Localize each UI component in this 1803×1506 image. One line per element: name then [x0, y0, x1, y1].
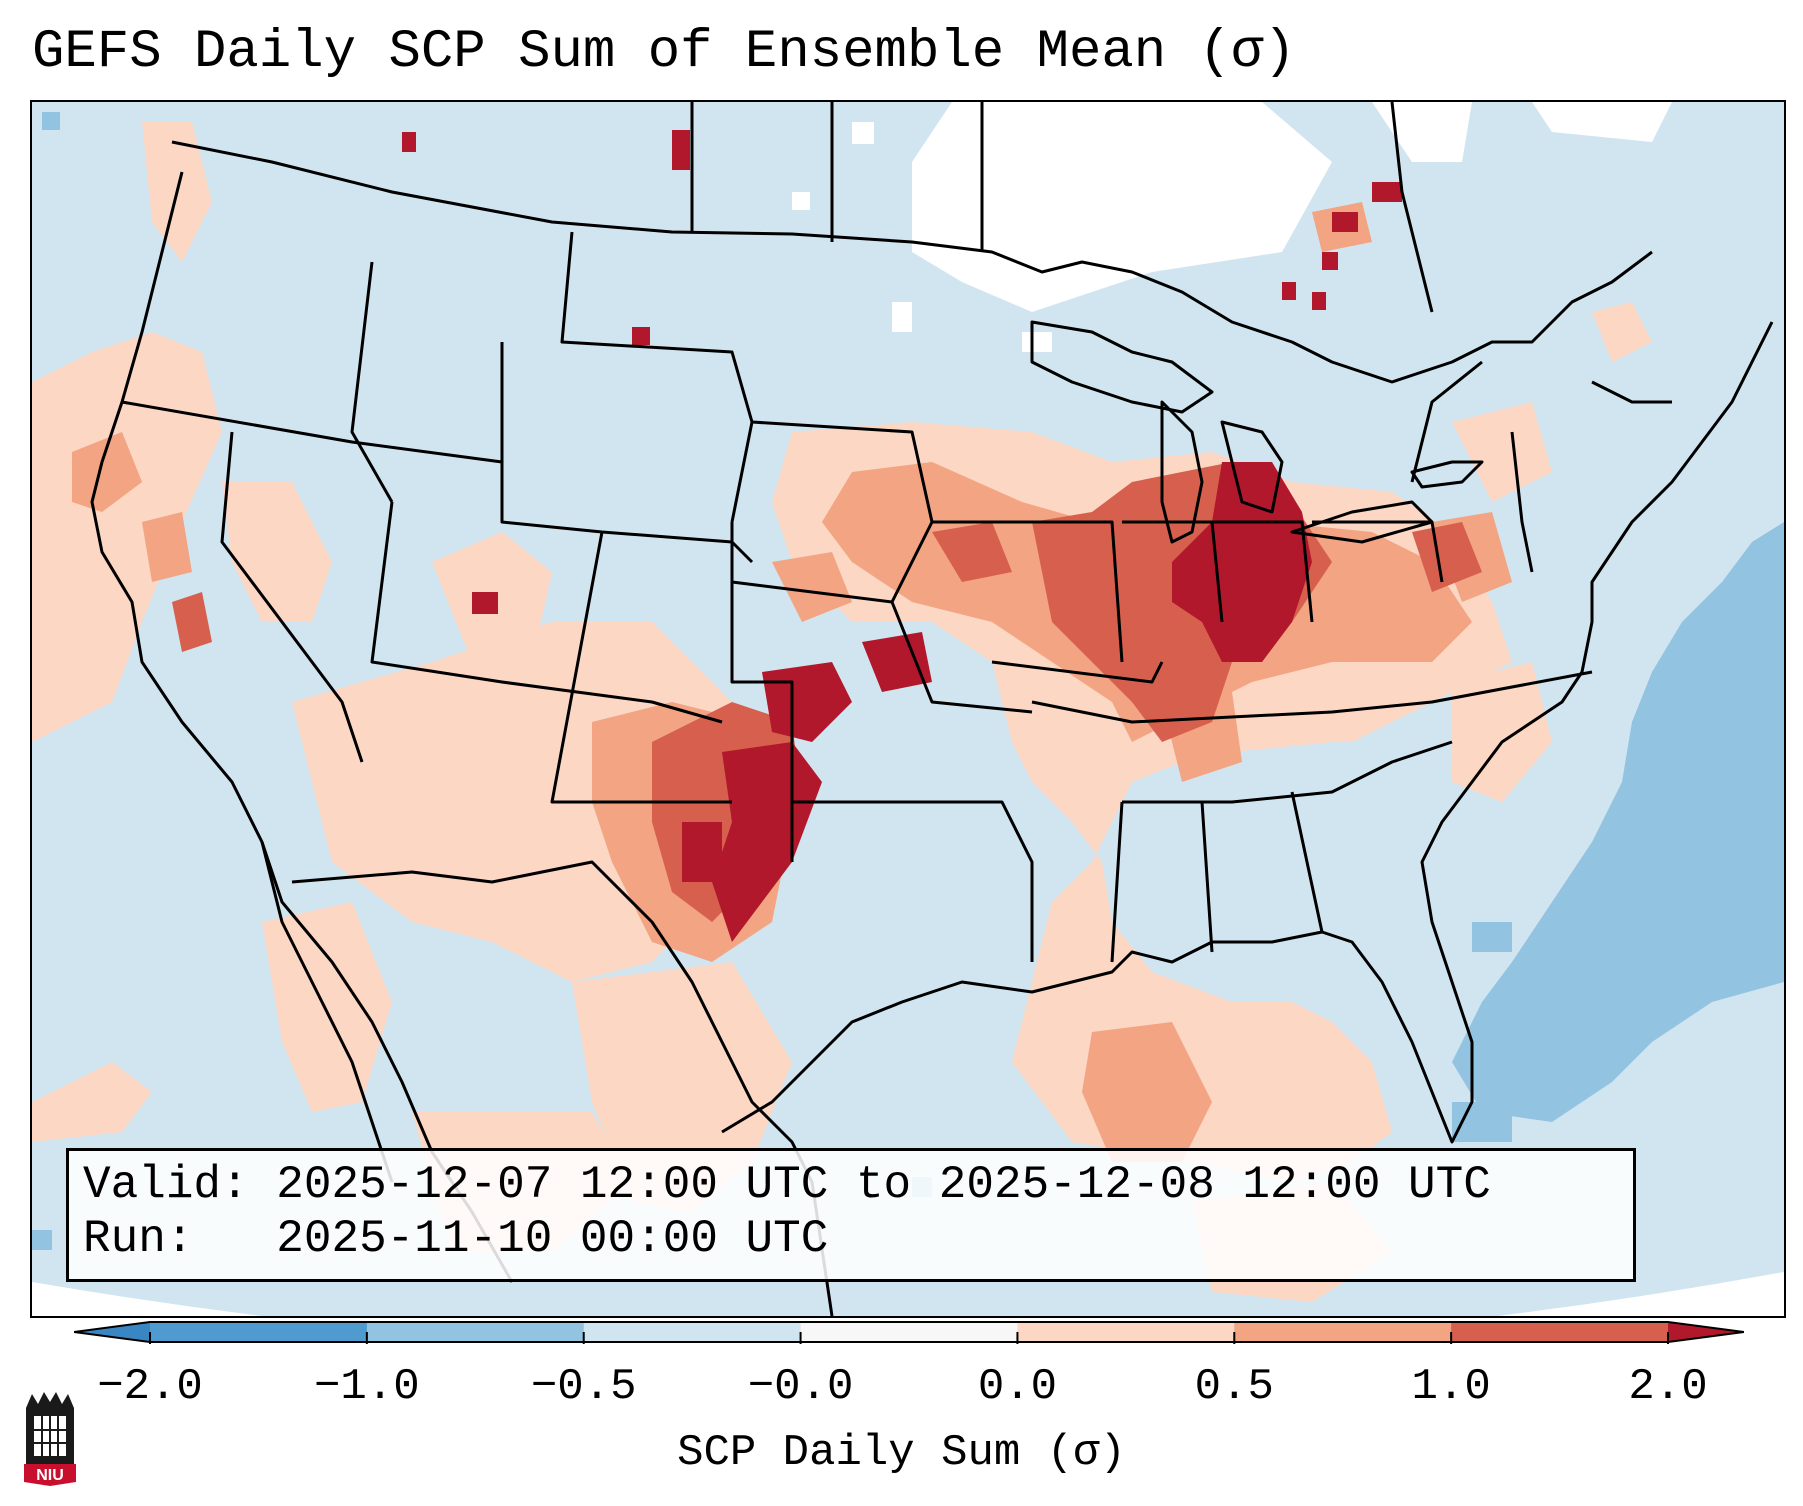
run-value: 2025-11-10 00:00 UTC	[276, 1213, 829, 1265]
atlantic-negative-region	[1452, 522, 1784, 1122]
colorbar-bins	[150, 1322, 1669, 1342]
colorbar-tick-label: −0.0	[747, 1362, 854, 1412]
chart-title: GEFS Daily SCP Sum of Ensemble Mean (σ)	[32, 22, 1296, 83]
colorbar-tick-label: 2.0	[1628, 1362, 1708, 1412]
map-svg	[32, 102, 1784, 1316]
colorbar-tick-label: 0.5	[1194, 1362, 1274, 1412]
colorbar-label: SCP Daily Sum (σ)	[677, 1428, 1126, 1478]
colorbar-extend-low	[74, 1322, 150, 1342]
valid-run-info-box: Valid: 2025-12-07 12:00 UTC to 2025-12-0…	[66, 1148, 1636, 1282]
boundary-lines	[90, 102, 1774, 1316]
map-panel	[30, 100, 1786, 1318]
university-tower-icon: NIU	[24, 1392, 76, 1486]
logo-text: NIU	[36, 1467, 64, 1484]
colorbar-bin	[1234, 1322, 1452, 1342]
colorbar-tick-label: 1.0	[1411, 1362, 1491, 1412]
colorbar-tick-label: −2.0	[97, 1362, 203, 1412]
colorbar-bin	[583, 1322, 802, 1342]
colorbar-outline	[74, 1321, 1744, 1343]
valid-label: Valid:	[83, 1159, 249, 1211]
valid-line: Valid: 2025-12-07 12:00 UTC to 2025-12-0…	[83, 1159, 1491, 1211]
colorbar-tick-label: −0.5	[530, 1362, 637, 1412]
projection-edge	[32, 1272, 1784, 1316]
colorbar-tick-label: 0.0	[977, 1362, 1058, 1412]
colorbar-bin	[1451, 1322, 1669, 1342]
colorbar-bin	[800, 1322, 1018, 1342]
run-line: Run: 2025-11-10 00:00 UTC	[83, 1213, 828, 1265]
colorbar-bin	[150, 1322, 368, 1342]
colorbar-extend-high	[1668, 1322, 1744, 1342]
run-label: Run:	[83, 1213, 194, 1265]
colorbar-tick-label: −1.0	[314, 1362, 420, 1412]
near-zero-region	[792, 102, 1672, 352]
colorbar-bin	[1017, 1322, 1235, 1342]
colorbar-bin	[366, 1322, 585, 1342]
colorbar	[74, 1321, 1744, 1344]
valid-value: 2025-12-07 12:00 UTC to 2025-12-08 12:00…	[276, 1159, 1491, 1211]
